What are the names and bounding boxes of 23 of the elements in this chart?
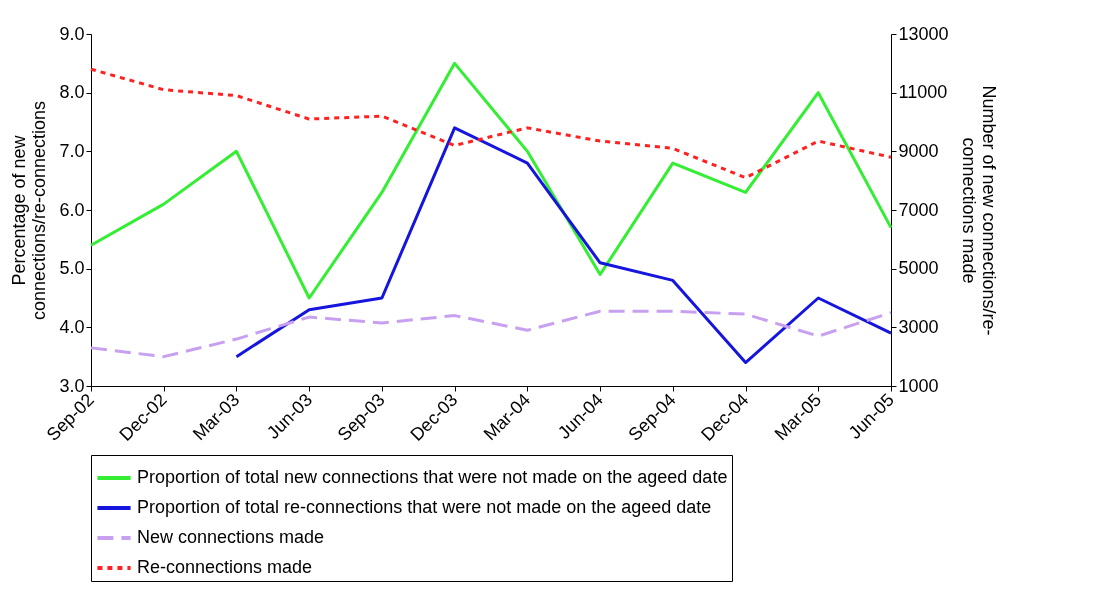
legend-label: Proportion of total new connections that were not made on the ageed date [137,467,728,487]
y2-tick-label: 5000 [898,258,939,279]
y2-tick-label: 1000 [898,375,939,396]
y2-tick-label: 11000 [898,82,948,103]
y2-tick-label: 7000 [898,199,939,220]
y2-axis-title: Number of new connections/re-connections made [958,85,999,336]
y-tick-label: 5.0 [59,258,85,279]
y-tick-label: 7.0 [59,140,85,161]
y-tick-label: 6.0 [59,199,85,220]
legend-label: New connections made [137,527,325,547]
y2-tick-label: 3000 [898,316,939,337]
line-series [89,67,893,180]
y-tick-label: 4.0 [59,316,85,337]
legend-label: Re-connections made [137,557,313,577]
y-tick-label: 8.0 [59,82,85,103]
y2-tick-label: 9000 [898,140,939,161]
legend-label: Proportion of total re-connections that were not made on the ageed date [137,497,712,517]
y-tick-label: 9.0 [59,23,85,44]
line-series [89,61,893,300]
y2-tick-label: 13000 [898,23,949,44]
y-axis-title: Percentage of new connections/re-connections [9,100,50,321]
line-series [89,309,893,359]
line-series [234,126,893,365]
